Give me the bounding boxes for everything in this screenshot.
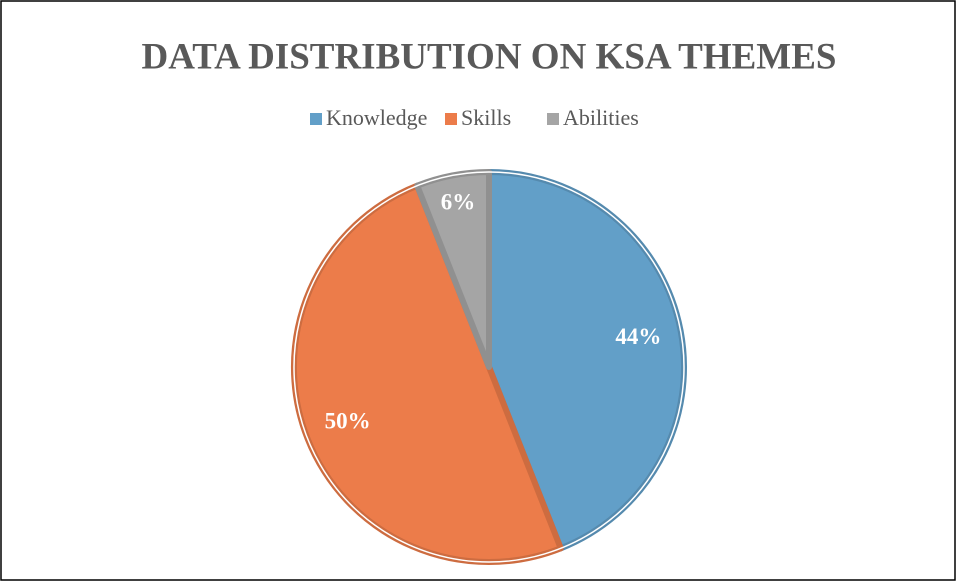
- legend-swatch: [547, 113, 559, 125]
- legend-swatch: [445, 113, 457, 125]
- legend-label: Knowledge: [326, 105, 427, 130]
- data-label: 6%: [441, 189, 476, 214]
- pie-outline: [293, 171, 685, 563]
- legend-label: Abilities: [563, 105, 639, 130]
- chart-title: DATA DISTRIBUTION ON KSA THEMES: [142, 36, 837, 77]
- legend-label: Skills: [461, 105, 511, 130]
- data-label: 44%: [615, 324, 661, 349]
- legend-swatch: [310, 113, 322, 125]
- data-label: 50%: [325, 408, 371, 433]
